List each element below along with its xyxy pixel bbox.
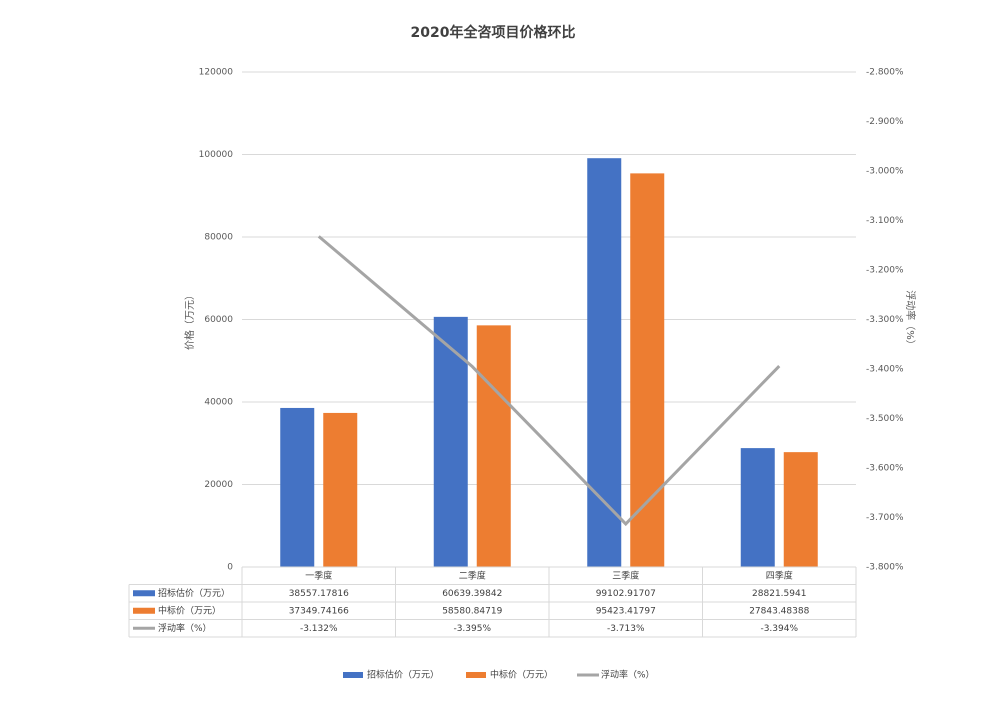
bar xyxy=(476,325,511,567)
legend-label: 浮动率（%） xyxy=(601,669,655,681)
y-axis-title: 价格（万元） xyxy=(183,290,196,350)
table-legend-key xyxy=(133,590,155,597)
y2-tick-label: -3.500% xyxy=(866,414,904,424)
x-tick-label: 二季度 xyxy=(459,569,486,581)
legend-label: 招标估价（万元） xyxy=(367,669,439,681)
legend-key xyxy=(343,672,363,678)
bar xyxy=(433,316,468,567)
y2-tick-label: -3.400% xyxy=(866,365,904,375)
chart-title: 2020年全咨项目价格环比 xyxy=(411,24,576,41)
table-value: -3.394% xyxy=(760,624,798,634)
y-tick-label: 0 xyxy=(227,563,233,573)
table-legend-key xyxy=(133,607,155,614)
bar xyxy=(587,158,622,567)
y2-tick-label: -3.300% xyxy=(866,315,904,325)
bar xyxy=(280,407,315,567)
table-series-name: 中标价（万元） xyxy=(158,604,221,616)
y2-tick-label: -3.800% xyxy=(866,563,904,573)
bar xyxy=(783,452,818,567)
table-value: 58580.84719 xyxy=(442,606,502,616)
table-value: 99102.91707 xyxy=(596,589,656,599)
y-tick-label: 80000 xyxy=(204,233,233,243)
table-value: 27843.48388 xyxy=(749,606,809,616)
table-value: 38557.17816 xyxy=(289,589,349,599)
x-tick-label: 一季度 xyxy=(305,569,332,581)
table-value: 60639.39842 xyxy=(442,589,502,599)
y2-tick-label: -2.900% xyxy=(866,117,904,127)
y2-tick-label: -3.200% xyxy=(866,266,904,276)
bar xyxy=(323,412,358,567)
y2-axis-title: 浮动率（%） xyxy=(904,290,917,350)
table-value: 28821.5941 xyxy=(752,589,806,599)
legend-label: 中标价（万元） xyxy=(490,669,553,681)
table-value: 95423.41797 xyxy=(596,606,656,616)
y2-tick-label: -3.000% xyxy=(866,167,904,177)
table-value: -3.713% xyxy=(607,624,645,634)
table-value: -3.395% xyxy=(453,624,491,634)
x-tick-label: 三季度 xyxy=(612,569,639,581)
y2-tick-label: -2.800% xyxy=(866,68,904,78)
line xyxy=(317,235,781,527)
bar xyxy=(740,448,775,567)
y-tick-label: 100000 xyxy=(199,150,234,160)
y-tick-label: 40000 xyxy=(204,398,233,408)
x-tick-label: 四季度 xyxy=(766,569,793,581)
y2-tick-label: -3.700% xyxy=(866,513,904,523)
y-tick-label: 20000 xyxy=(204,480,233,490)
y-tick-label: 60000 xyxy=(204,315,233,325)
legend-key xyxy=(466,672,486,678)
y-tick-label: 120000 xyxy=(199,68,234,78)
bar xyxy=(630,173,665,567)
y2-tick-label: -3.600% xyxy=(866,464,904,474)
table-series-name: 招标估价（万元） xyxy=(158,587,230,599)
table-series-name: 浮动率（%） xyxy=(158,622,212,634)
table-value: -3.132% xyxy=(300,624,338,634)
table-value: 37349.74166 xyxy=(289,606,349,616)
y2-tick-label: -3.100% xyxy=(866,216,904,226)
